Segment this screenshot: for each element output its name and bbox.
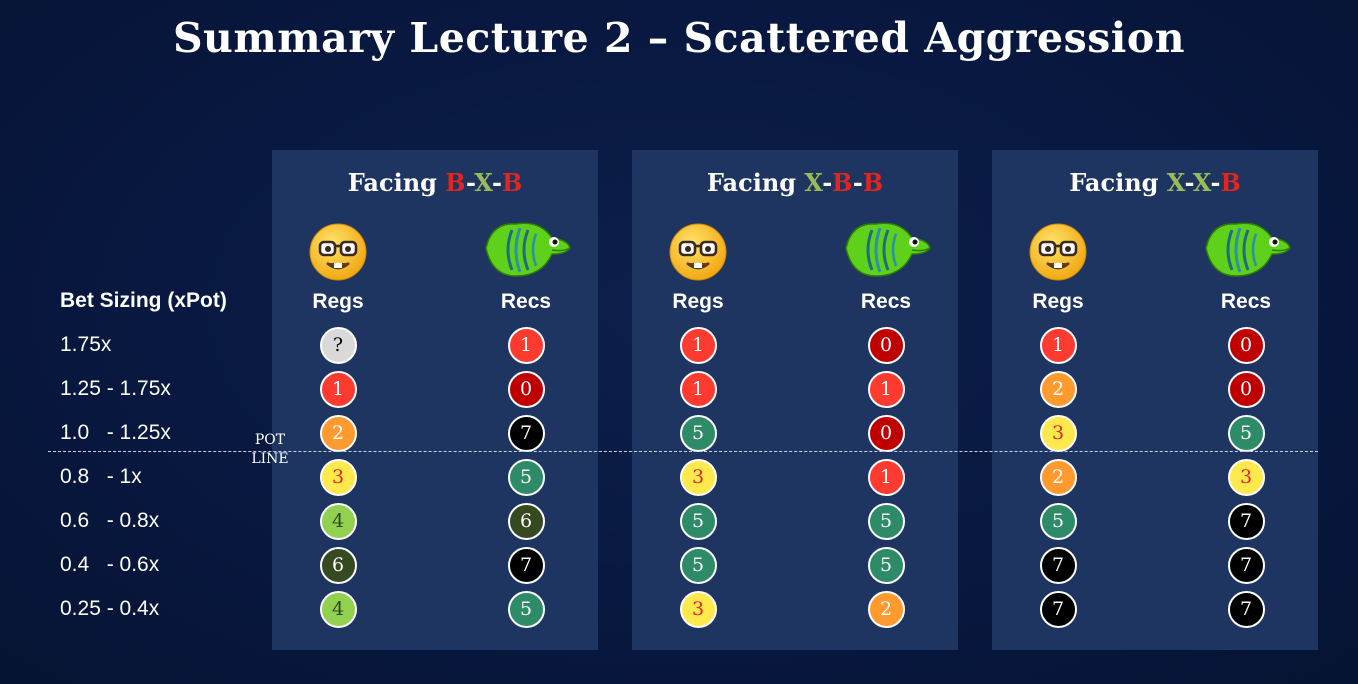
regs-score-badge: 3 xyxy=(1039,414,1077,452)
panel-title-letter: B xyxy=(501,168,523,197)
facing-panel: Facing X-X-B Regs 1 2 3 2 5 7 7 Recs 0 0 5 3 7 7 7 xyxy=(992,150,1318,650)
pot-line-label: POT LINE xyxy=(251,432,289,467)
facing-panel: Facing B-X-B Regs? 1 2 3 4 6 4 Recs 1 0 7 5 6 7 5 xyxy=(272,150,598,650)
regs-score-badge: 2 xyxy=(319,414,357,452)
recs-score-badge: 7 xyxy=(507,414,545,452)
panel-title-letter: - xyxy=(1184,168,1193,197)
recs-score-badge: 0 xyxy=(1227,326,1265,364)
regs-score-badge: 3 xyxy=(679,458,717,496)
recs-score-badge: 5 xyxy=(867,546,905,584)
panel-title: Facing X-B-B xyxy=(632,168,958,197)
regs-score-badge: 5 xyxy=(679,414,717,452)
panel-title-prefix: Facing xyxy=(706,168,805,197)
recs-score-badge: 5 xyxy=(507,458,545,496)
recs-score-badge: 2 xyxy=(867,590,905,628)
recs-score-badge: 5 xyxy=(507,590,545,628)
row-label: 0.6 - 0.8x xyxy=(60,509,160,532)
recs-column-header: Recs xyxy=(1220,290,1272,313)
regs-column-header: Regs xyxy=(1032,290,1084,313)
panel-title-letter: B xyxy=(1220,168,1241,197)
regs-column-header: Regs xyxy=(672,290,724,313)
recs-score-badge: 7 xyxy=(1227,590,1265,628)
row-label: 0.25 - 0.4x xyxy=(60,597,160,620)
row-label: 1.25 - 1.75x xyxy=(60,377,171,400)
panel-title-letter: - xyxy=(852,168,863,197)
regs-score-badge: 7 xyxy=(1039,590,1077,628)
regs-score-badge: 5 xyxy=(1039,502,1077,540)
recs-score-badge: 5 xyxy=(1227,414,1265,452)
regs-score-badge: 4 xyxy=(319,590,357,628)
regs-score-badge: 2 xyxy=(1039,370,1077,408)
recs-score-badge: 7 xyxy=(1227,502,1265,540)
recs-score-badge: 3 xyxy=(1227,458,1265,496)
panel-title-letter: B xyxy=(445,168,467,197)
nerd-face-icon xyxy=(1028,222,1088,282)
recs-score-badge: 0 xyxy=(867,326,905,364)
facing-panel: Facing X-B-B Regs 1 1 5 3 5 5 3 Recs 0 1 0 1 5 5 2 xyxy=(632,150,958,650)
panel-title-prefix: Facing xyxy=(347,168,446,197)
regs-score-badge: 1 xyxy=(679,326,717,364)
pot-line xyxy=(48,451,1318,452)
row-label: 1.0 - 1.25x xyxy=(60,421,171,444)
panel-title-letter: X xyxy=(804,168,823,197)
green-fish-icon xyxy=(842,218,934,282)
regs-score-badge: 2 xyxy=(1039,458,1077,496)
recs-score-badge: 6 xyxy=(507,502,545,540)
regs-score-badge: 3 xyxy=(319,458,357,496)
recs-score-badge: 5 xyxy=(867,502,905,540)
panel-title-letter: B xyxy=(862,168,884,197)
recs-column-header: Recs xyxy=(860,290,912,313)
regs-score-badge: 5 xyxy=(679,546,717,584)
panel-title: Facing B-X-B xyxy=(272,168,598,197)
recs-score-badge: 1 xyxy=(507,326,545,364)
panel-title-letter: X xyxy=(1192,168,1211,197)
regs-score-badge: 1 xyxy=(1039,326,1077,364)
panel-title-letter: - xyxy=(492,168,502,197)
regs-score-badge: 3 xyxy=(679,590,717,628)
recs-score-badge: 1 xyxy=(867,370,905,408)
recs-score-badge: 7 xyxy=(1227,546,1265,584)
recs-score-badge: 0 xyxy=(867,414,905,452)
panel-title-letter: - xyxy=(1210,168,1221,197)
recs-column-header: Recs xyxy=(500,290,552,313)
panel-title-prefix: Facing xyxy=(1069,168,1167,197)
regs-score-badge: 4 xyxy=(319,502,357,540)
panel-title-letter: - xyxy=(822,168,833,197)
recs-score-badge: 0 xyxy=(507,370,545,408)
panel-title-letter: X xyxy=(1166,168,1185,197)
nerd-face-icon xyxy=(668,222,728,282)
regs-score-badge: 6 xyxy=(319,546,357,584)
recs-score-badge: 0 xyxy=(1227,370,1265,408)
row-label: 0.4 - 0.6x xyxy=(60,553,160,576)
panel-title-letter: B xyxy=(832,168,853,197)
recs-score-badge: 7 xyxy=(507,546,545,584)
panel-title: Facing X-X-B xyxy=(992,168,1318,197)
recs-score-badge: 1 xyxy=(867,458,905,496)
regs-column-header: Regs xyxy=(312,290,364,313)
regs-score-badge: 5 xyxy=(679,502,717,540)
row-label: 0.8 - 1x xyxy=(60,465,142,488)
green-fish-icon xyxy=(482,218,574,282)
bet-sizing-header: Bet Sizing (xPot) xyxy=(60,289,227,312)
panel-title-letter: X xyxy=(474,168,493,197)
row-label: 1.75x xyxy=(60,333,112,356)
nerd-face-icon xyxy=(308,222,368,282)
regs-score-badge: 1 xyxy=(679,370,717,408)
panel-title-letter: - xyxy=(466,168,475,197)
regs-score-badge: ? xyxy=(319,326,357,364)
green-fish-icon xyxy=(1202,218,1294,282)
regs-score-badge: 7 xyxy=(1039,546,1077,584)
slide-title: Summary Lecture 2 – Scattered Aggression xyxy=(172,14,1186,62)
regs-score-badge: 1 xyxy=(319,370,357,408)
